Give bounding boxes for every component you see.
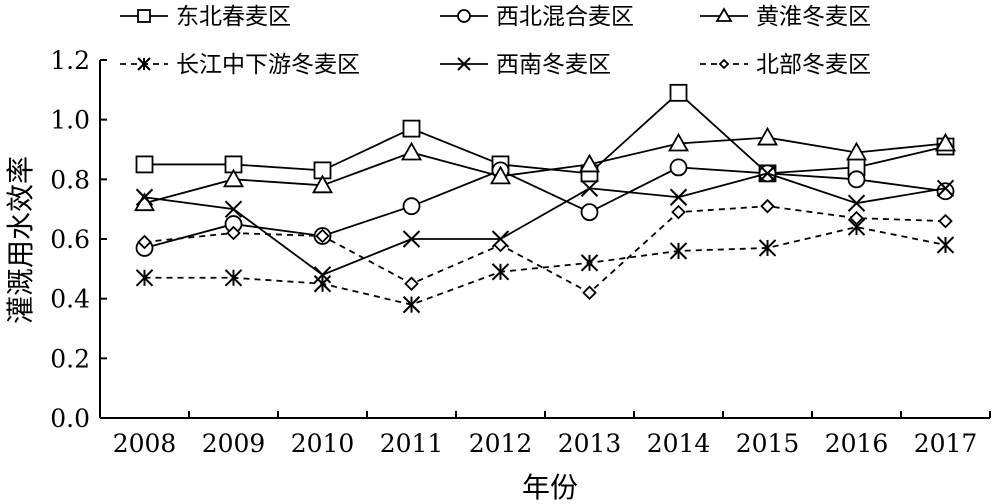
series-1: [135, 83, 955, 183]
data-point: [760, 198, 775, 214]
data-point: [402, 197, 421, 216]
data-point: [934, 132, 957, 152]
x-tick-label: 2014: [647, 429, 711, 458]
x-tick-label: 2013: [558, 429, 622, 458]
data-point: [135, 155, 154, 174]
y-axis-title: 灌溉用水效率: [4, 156, 37, 324]
series-line: [144, 205, 946, 294]
data-point: [758, 239, 777, 257]
series-5: [135, 164, 955, 284]
y-tick-label: 0.2: [50, 344, 90, 373]
data-point: [580, 179, 599, 197]
legend-marker: [137, 57, 151, 71]
y-axis-ticks: 0.0 0.2 0.4 0.6 0.8 1.0 1.2: [50, 46, 107, 433]
series-3: [133, 126, 957, 212]
x-tick-label: 2011: [380, 429, 444, 458]
data-point: [669, 242, 688, 260]
x-tick-label: 2010: [291, 429, 355, 458]
data-point: [671, 204, 686, 220]
data-point: [580, 254, 599, 272]
y-tick-label: 1.2: [50, 46, 90, 75]
legend-item: 西北混合麦区: [440, 4, 634, 30]
data-point: [224, 200, 243, 218]
legend-label: 长江中下游冬麦区: [176, 52, 360, 78]
data-point: [489, 165, 512, 185]
series-6: [137, 198, 953, 300]
legend-label: 西北混合麦区: [496, 4, 634, 30]
data-point: [845, 141, 868, 161]
data-point: [758, 164, 777, 183]
data-point: [847, 170, 866, 189]
data-point: [936, 179, 955, 197]
data-point: [582, 285, 597, 300]
x-tick-label: 2012: [469, 429, 533, 458]
data-point: [493, 237, 508, 253]
data-point: [847, 194, 866, 212]
legend-marker: [715, 7, 733, 22]
data-point: [311, 174, 334, 194]
data-point: [578, 153, 601, 173]
data-point: [404, 276, 419, 292]
data-point: [936, 236, 955, 254]
data-point: [315, 228, 330, 244]
data-point: [313, 266, 332, 284]
data-point: [400, 141, 423, 161]
series-2: [135, 158, 955, 257]
legend-label: 东北春麦区: [176, 4, 291, 30]
legend-label: 西南冬麦区: [496, 52, 611, 78]
legend-marker: [137, 9, 151, 23]
data-point: [669, 188, 688, 206]
series-line: [144, 172, 946, 276]
y-tick-label: 0.6: [50, 225, 90, 254]
data-point: [224, 269, 243, 287]
legend-item: 黄淮冬麦区: [700, 4, 871, 30]
series-line: [144, 226, 946, 306]
data-point: [137, 234, 152, 250]
legend-marker: [457, 57, 471, 71]
data-point: [402, 230, 421, 248]
data-point: [849, 210, 864, 226]
data-point: [491, 263, 510, 281]
legend-item: 西南冬麦区: [440, 52, 611, 78]
data-point: [667, 132, 690, 152]
legend-marker: [718, 58, 730, 70]
data-point: [402, 295, 421, 314]
series-line: [144, 136, 946, 205]
series-line: [144, 91, 946, 175]
data-point: [580, 203, 599, 222]
y-tick-label: 0.4: [50, 285, 90, 314]
series-line: [144, 166, 946, 249]
x-tick-label: 2009: [202, 429, 266, 458]
x-tick-label: 2016: [825, 429, 889, 458]
series-4: [135, 218, 955, 314]
legend-label: 黄淮冬麦区: [756, 4, 871, 30]
data-point: [669, 83, 688, 102]
x-axis-ticks: 2008 2009 2010 2011 2012 2013 2014 2015 2016 2017: [99, 411, 991, 458]
data-point: [135, 188, 154, 206]
y-tick-label: 0.8: [50, 165, 90, 194]
data-point: [756, 126, 779, 146]
data-point: [226, 225, 241, 241]
legend-label: 北部冬麦区: [756, 52, 871, 78]
data-point: [402, 119, 421, 138]
data-point: [669, 158, 688, 177]
data-point: [135, 269, 154, 287]
legend-item: 东北春麦区: [120, 4, 291, 30]
y-tick-label: 1.0: [50, 106, 90, 135]
data-point: [938, 213, 953, 229]
x-tick-label: 2008: [113, 429, 177, 458]
legend-item: 长江中下游冬麦区: [120, 52, 360, 78]
y-tick-label: 0.0: [50, 404, 90, 433]
data-point: [313, 275, 332, 293]
x-tick-label: 2015: [736, 429, 800, 458]
data-point: [936, 182, 955, 201]
series-layer: [133, 83, 957, 314]
legend-item: 北部冬麦区: [700, 52, 871, 78]
data-point: [222, 168, 245, 188]
legend-marker: [457, 9, 471, 23]
x-tick-label: 2017: [914, 429, 978, 458]
x-axis-title: 年份: [522, 471, 578, 504]
